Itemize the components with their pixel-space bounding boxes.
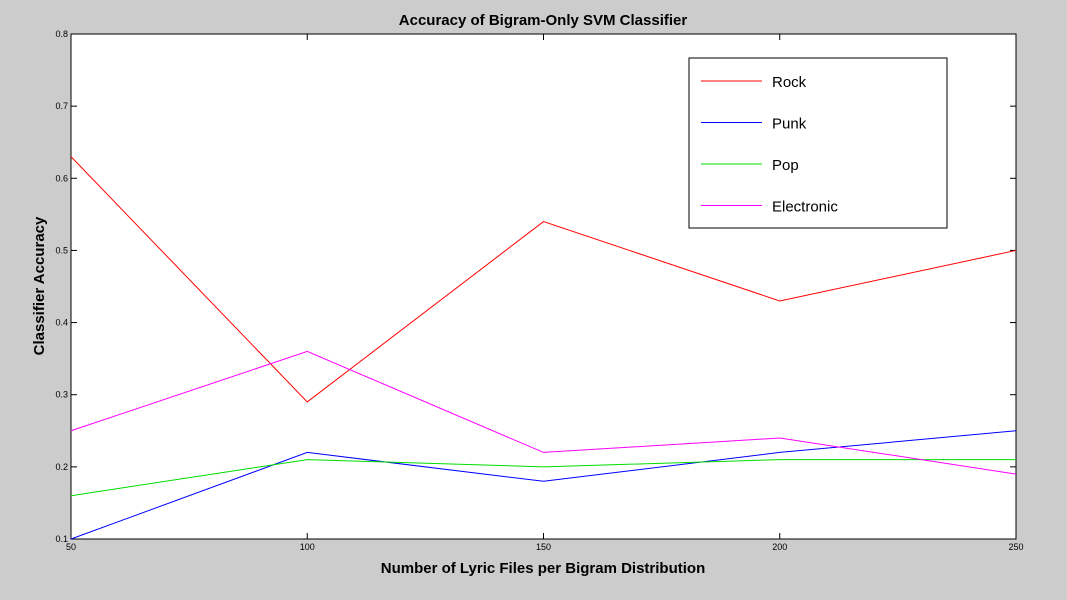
series-line-electronic bbox=[70, 350, 1017, 475]
legend-label-pop: Pop bbox=[772, 157, 799, 174]
y-tick-label: 0.1 bbox=[55, 534, 68, 544]
series-line-pop bbox=[70, 459, 1016, 497]
y-tick-label: 0.7 bbox=[55, 101, 68, 111]
legend-label-electronic: Electronic bbox=[772, 199, 838, 216]
x-tick-label: 100 bbox=[300, 542, 315, 552]
x-axis-label: Number of Lyric Files per Bigram Distrib… bbox=[381, 560, 706, 577]
chart-title: Accuracy of Bigram-Only SVM Classifier bbox=[399, 12, 688, 29]
series-lines bbox=[70, 156, 1017, 540]
legend-box bbox=[688, 57, 948, 229]
x-tick-label: 150 bbox=[536, 542, 551, 552]
y-axis-label: Classifier Accuracy bbox=[31, 216, 48, 355]
y-tick-label: 0.6 bbox=[55, 173, 68, 183]
axis-ticks: 50 100 150 200 250 0.1 0.2 0.3 0.4 0.5 0.6 0.7 0.8 bbox=[55, 29, 1023, 552]
legend-label-rock: Rock bbox=[772, 74, 807, 91]
series-line-punk bbox=[70, 430, 1017, 540]
y-tick-label: 0.2 bbox=[55, 462, 68, 472]
x-tick-label: 50 bbox=[66, 542, 76, 552]
x-tick-label: 200 bbox=[772, 542, 787, 552]
y-tick-label: 0.5 bbox=[55, 245, 68, 255]
series-line-rock bbox=[70, 156, 1017, 403]
legend: Rock Punk Pop Electronic bbox=[688, 57, 948, 229]
y-tick-label: 0.8 bbox=[55, 29, 68, 39]
y-tick-label: 0.4 bbox=[55, 318, 68, 328]
x-tick-label: 250 bbox=[1008, 542, 1023, 552]
legend-label-punk: Punk bbox=[772, 116, 807, 133]
y-tick-label: 0.3 bbox=[55, 390, 68, 400]
